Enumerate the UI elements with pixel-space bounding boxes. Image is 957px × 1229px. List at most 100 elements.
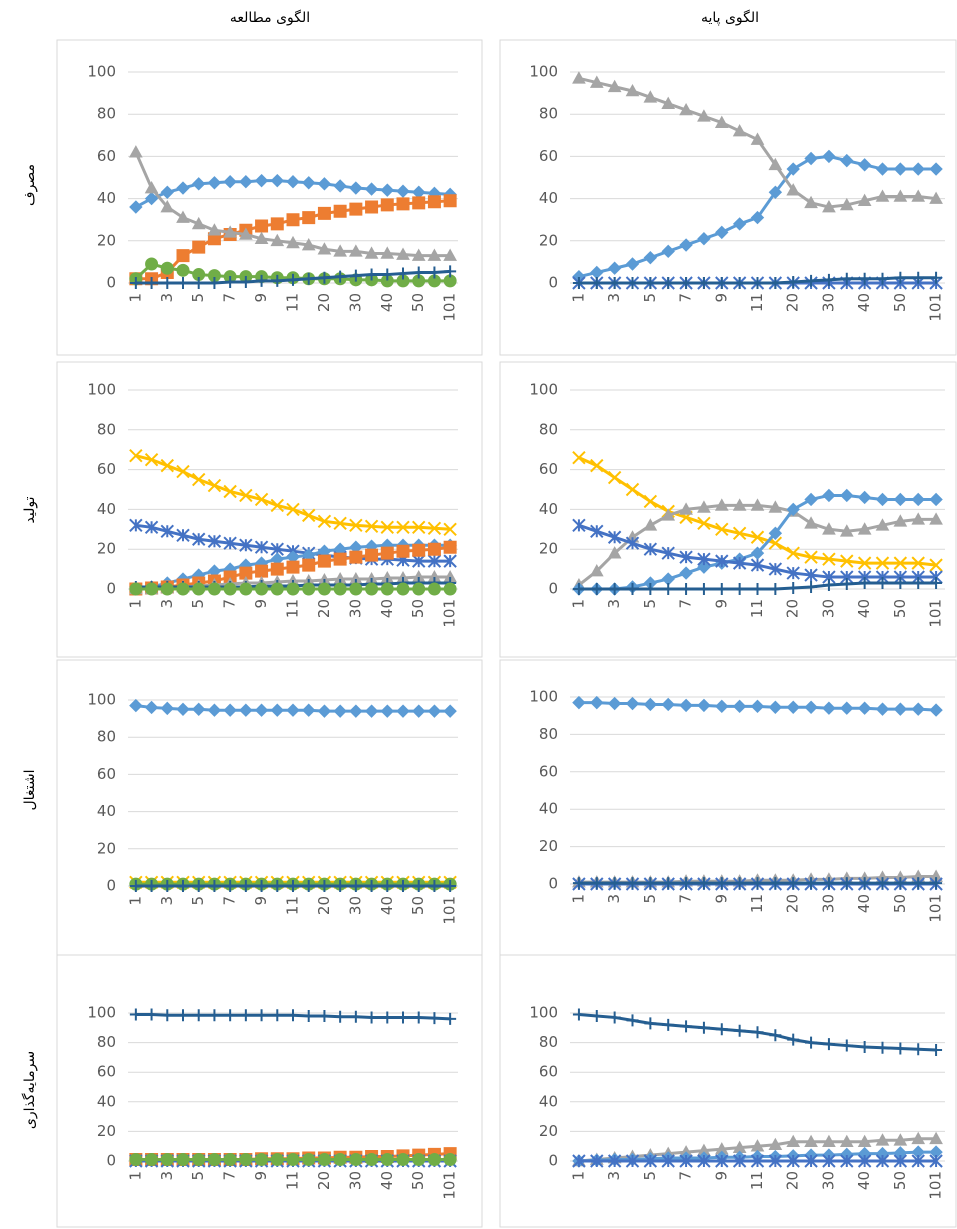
- marker: [822, 488, 836, 503]
- y-tick-label: 20: [539, 540, 558, 558]
- marker: [396, 544, 410, 558]
- marker: [223, 1153, 237, 1167]
- marker: [270, 703, 284, 717]
- marker: [732, 699, 747, 714]
- marker: [733, 1024, 746, 1037]
- marker: [680, 277, 693, 289]
- y-tick-label: 80: [539, 105, 558, 123]
- marker: [804, 151, 818, 166]
- x-tick-label: 11: [748, 293, 766, 312]
- marker: [412, 880, 425, 892]
- marker: [572, 1154, 586, 1168]
- marker: [893, 162, 908, 176]
- marker: [911, 556, 925, 570]
- marker: [680, 583, 693, 595]
- chart-frame: [499, 954, 957, 1228]
- marker: [679, 698, 693, 713]
- y-tick-label: 20: [539, 1122, 558, 1140]
- marker: [786, 502, 800, 517]
- marker: [625, 482, 640, 497]
- marker: [839, 524, 854, 537]
- y-tick-label: 0: [106, 580, 116, 598]
- series-line: [135, 454, 451, 531]
- marker: [929, 512, 943, 525]
- marker: [662, 1018, 675, 1031]
- marker: [644, 877, 657, 890]
- x-tick-label: 50: [891, 293, 909, 312]
- marker: [590, 877, 603, 890]
- marker: [893, 1133, 908, 1146]
- marker: [643, 1154, 658, 1168]
- marker: [768, 562, 783, 576]
- marker: [768, 500, 783, 513]
- marker: [271, 1009, 284, 1022]
- x-tick-label: 40: [855, 293, 873, 312]
- marker: [840, 554, 854, 568]
- y-tick-label: 40: [539, 1092, 558, 1110]
- y-tick-label: 40: [539, 189, 558, 207]
- marker: [207, 478, 222, 493]
- marker: [397, 267, 409, 280]
- marker: [365, 548, 379, 562]
- chart-frame: [56, 39, 483, 356]
- marker: [287, 1009, 299, 1022]
- marker: [893, 514, 908, 527]
- marker: [661, 697, 675, 712]
- marker: [412, 1011, 425, 1024]
- x-tick-label: 1: [569, 1171, 587, 1181]
- marker: [733, 277, 746, 289]
- marker: [239, 1009, 252, 1022]
- marker: [364, 519, 379, 534]
- marker: [697, 583, 710, 595]
- y-tick-label: 60: [97, 147, 116, 165]
- marker: [786, 1134, 801, 1148]
- marker: [768, 700, 783, 714]
- marker: [876, 1041, 889, 1054]
- marker: [208, 1009, 221, 1022]
- marker: [662, 877, 675, 890]
- marker: [223, 536, 237, 550]
- x-tick-label: 50: [409, 293, 427, 312]
- y-tick-label: 100: [87, 381, 116, 399]
- marker: [302, 176, 316, 190]
- y-tick-label: 0: [106, 274, 116, 292]
- x-tick-label: 20: [784, 599, 802, 618]
- marker: [697, 109, 711, 122]
- marker: [607, 530, 622, 544]
- marker: [302, 1009, 315, 1022]
- marker: [302, 1153, 316, 1167]
- marker: [129, 277, 142, 289]
- x-tick-label: 40: [378, 293, 396, 312]
- marker: [715, 522, 729, 537]
- marker: [625, 83, 640, 97]
- marker: [286, 502, 300, 517]
- marker: [893, 189, 908, 202]
- marker: [751, 277, 764, 289]
- marker: [207, 223, 222, 236]
- marker: [893, 556, 908, 570]
- marker: [715, 225, 729, 240]
- marker: [876, 272, 889, 285]
- y-tick-label: 0: [548, 274, 558, 292]
- x-tick-label: 50: [409, 599, 427, 618]
- x-tick-label: 50: [891, 894, 909, 913]
- x-tick-label: 50: [409, 896, 427, 915]
- marker: [840, 272, 853, 285]
- marker: [302, 508, 316, 523]
- x-tick-label: 20: [315, 896, 333, 915]
- marker: [192, 582, 206, 596]
- marker: [840, 877, 853, 890]
- marker: [333, 582, 347, 596]
- marker: [144, 191, 159, 206]
- marker: [333, 516, 347, 531]
- marker: [912, 877, 925, 890]
- marker: [176, 249, 190, 263]
- x-tick-label: 101: [441, 599, 459, 628]
- marker: [349, 1153, 363, 1167]
- marker: [929, 162, 943, 176]
- x-tick-label: 7: [221, 599, 239, 609]
- marker: [750, 498, 765, 511]
- marker: [160, 582, 174, 596]
- x-tick-label: 1: [126, 896, 144, 906]
